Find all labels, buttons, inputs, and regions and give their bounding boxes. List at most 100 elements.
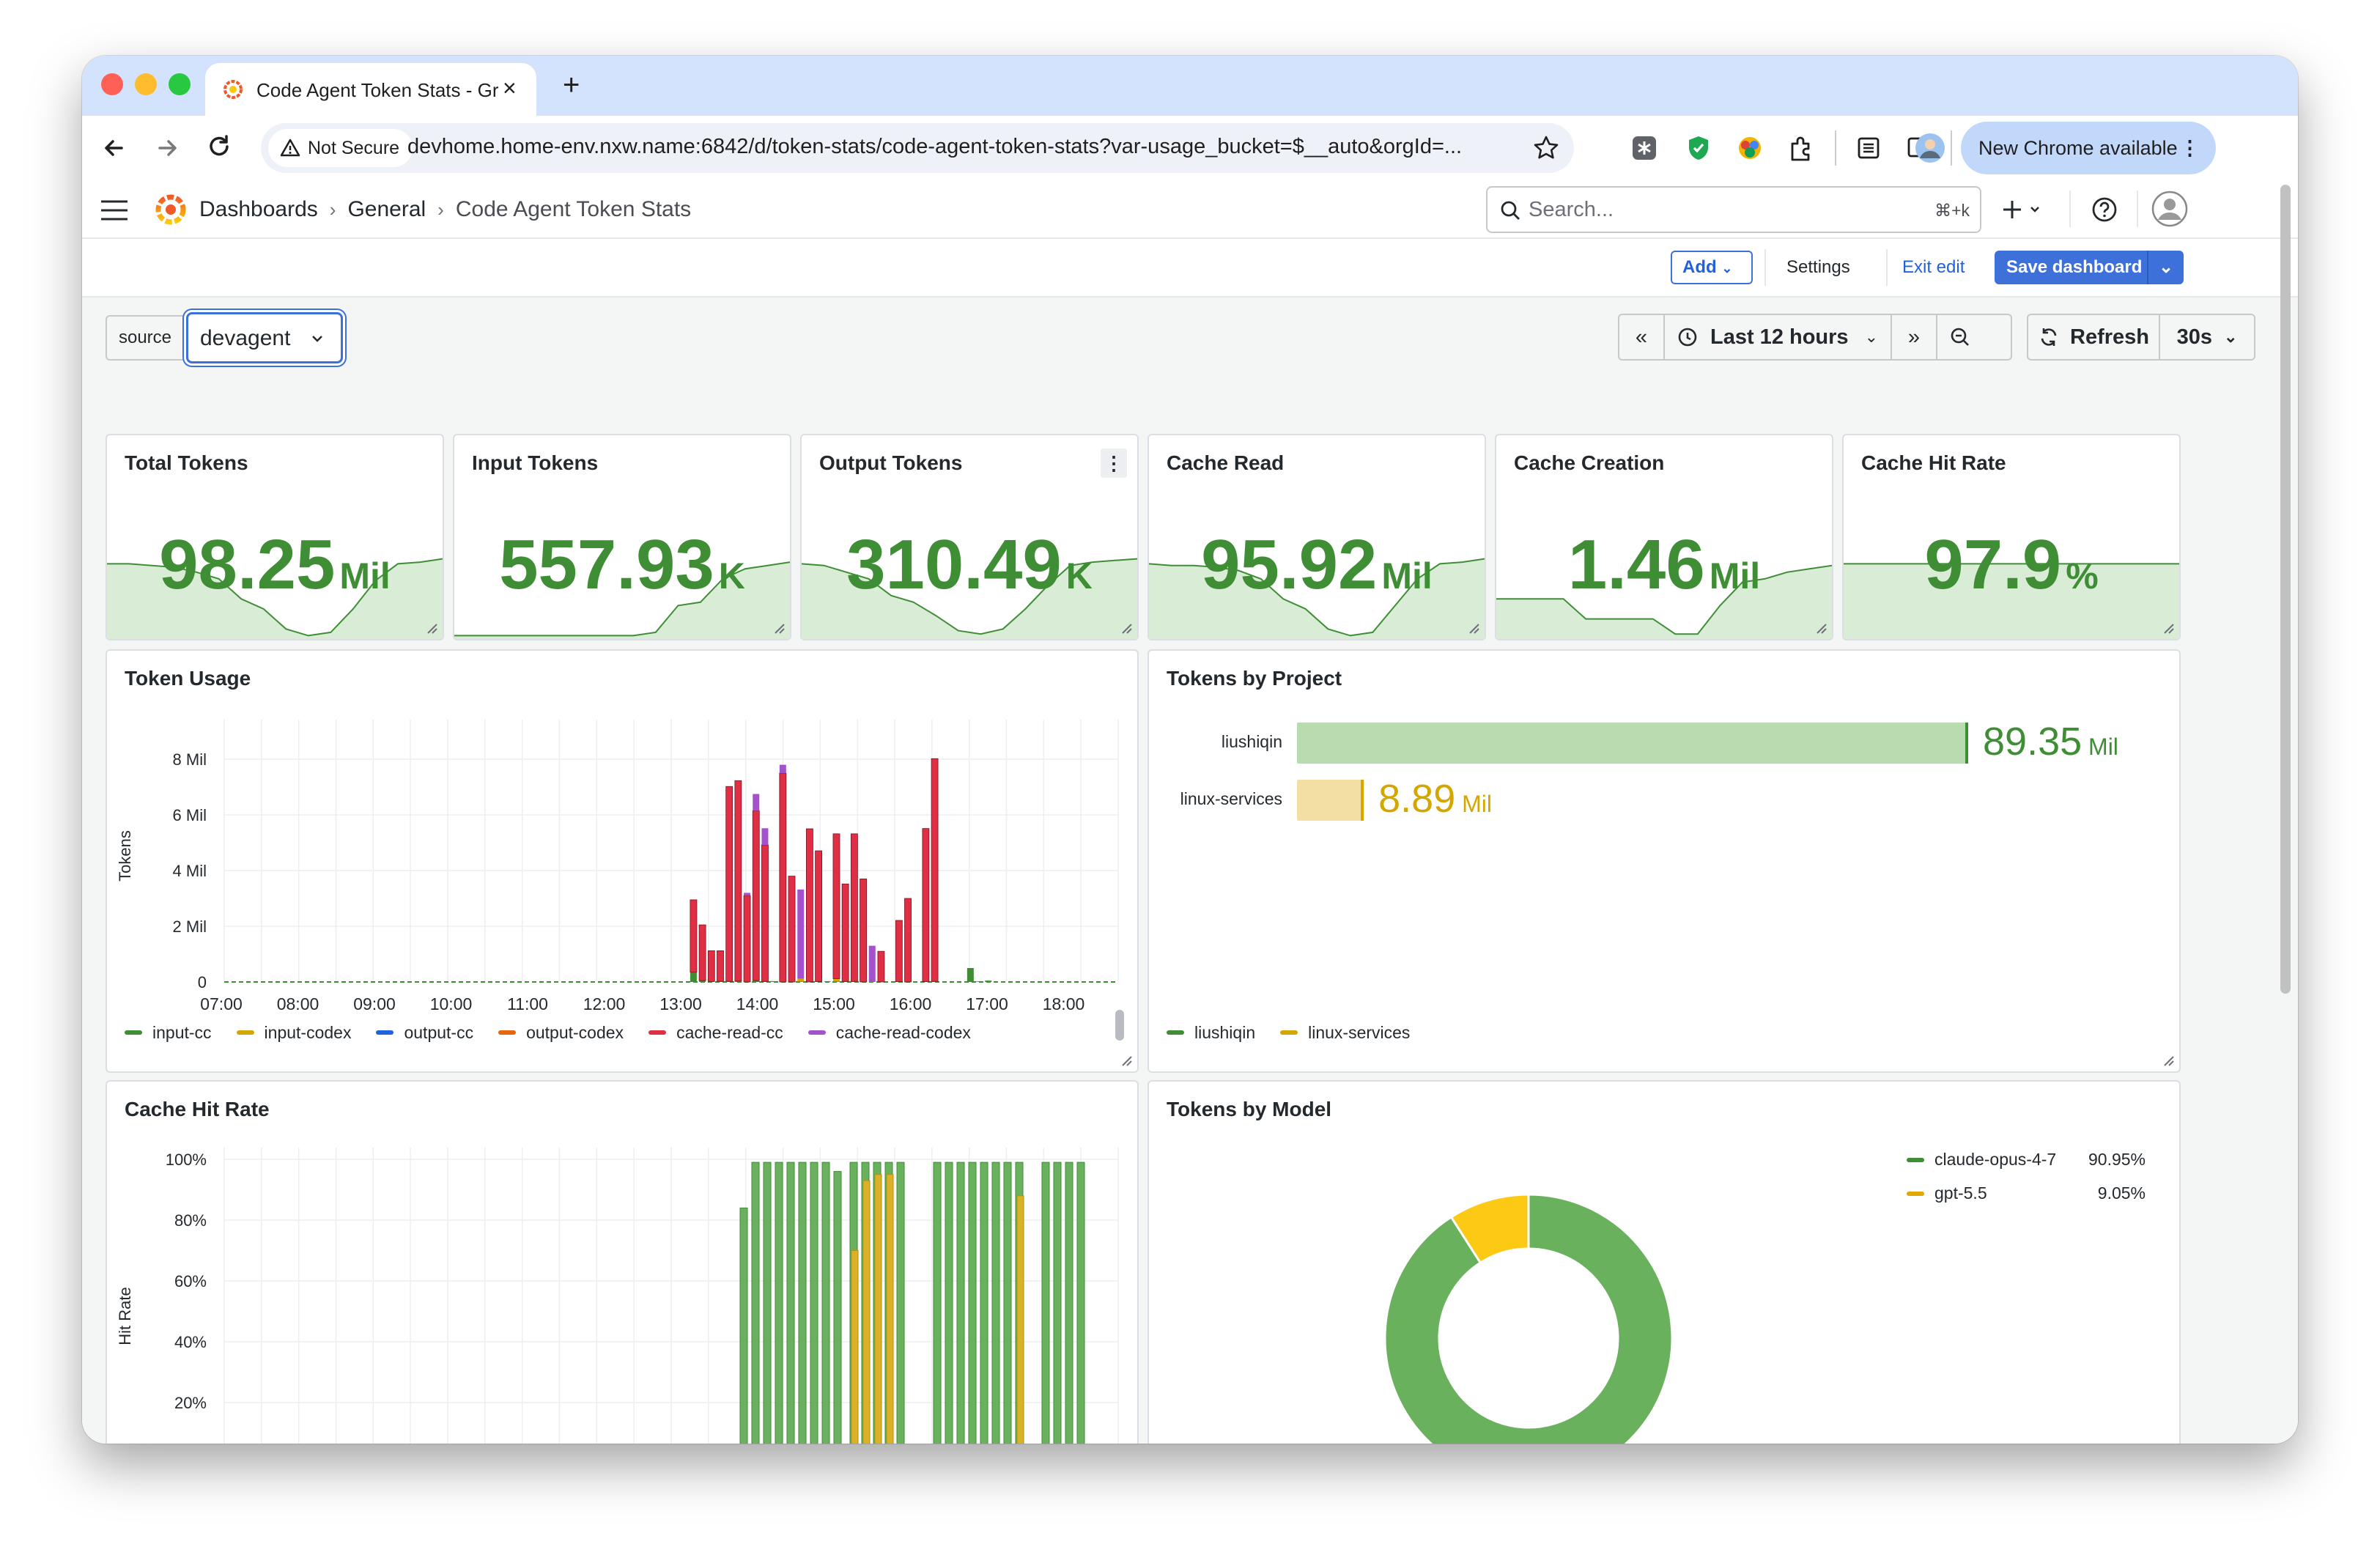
minimize-window-button[interactable] [135,73,157,95]
legend-swatch [1280,1030,1298,1035]
zoom-out-icon[interactable] [1937,315,1983,359]
y-tick-label: 4 Mil [173,862,207,880]
stat-panel[interactable]: Cache Hit Rate 97.9% [1842,434,2181,640]
legend-item[interactable]: cache-read-codex [808,1023,971,1043]
source-variable-select[interactable]: devagent [186,312,343,363]
bar-segment [725,786,733,982]
close-window-button[interactable] [101,73,123,95]
time-shift-forward-icon[interactable]: » [1892,315,1937,359]
legend-item[interactable]: cache-read-cc [648,1023,783,1043]
bar-segment [698,924,706,981]
not-secure-chip[interactable]: Not Secure [268,129,413,167]
legend-scrollbar[interactable] [1115,1010,1124,1041]
stat-panel[interactable]: Input Tokens 557.93 K [453,434,791,640]
legend-item[interactable]: linux-services [1280,1023,1410,1043]
hit-bar-codex [874,1174,882,1444]
sparkline-line [802,558,1137,635]
resize-handle-icon[interactable] [425,621,438,635]
stat-panel[interactable]: Cache Read 95.92 Mil [1148,434,1486,640]
resize-handle-icon[interactable] [1814,621,1828,635]
bar-segment [841,883,849,982]
browser-toolbar: Not Secure devhome.home-env.nxw.name:684… [82,116,2298,180]
url-text[interactable]: devhome.home-env.nxw.name:6842/d/token-s… [407,135,1463,158]
bookmark-star-icon[interactable] [1531,133,1561,163]
panel-menu-icon[interactable]: ⋮ [1101,448,1127,478]
extension-colorful-icon[interactable] [1735,133,1764,163]
bar-segment [753,980,760,982]
extension-asterisk-icon[interactable] [1630,133,1659,163]
page-scrollbar[interactable] [2280,185,2291,994]
chrome-menu-icon[interactable]: ⋮ [2180,137,2200,159]
extensions-puzzle-icon[interactable] [1786,133,1816,163]
zoom-window-button[interactable] [169,73,191,95]
legend-item[interactable]: liushiqin [1167,1023,1255,1043]
legend-swatch [125,1030,142,1035]
refresh-interval-select[interactable]: 30s ⌄ [2160,315,2254,359]
hit-bar-cc [1053,1161,1062,1444]
breadcrumb-general[interactable]: General [347,197,426,221]
exit-edit-button[interactable]: Exit edit [1902,257,1965,277]
legend-swatch [376,1030,394,1035]
resize-handle-icon[interactable] [2162,1054,2175,1067]
data-label-value: 89.35 [1983,720,2082,764]
search-input[interactable]: Search... ⌘+k [1486,186,1981,233]
browser-tab[interactable]: Code Agent Token Stats - Gr × [205,63,536,116]
refresh-interval-label: 30s [2176,325,2212,349]
stat-value: 1.46 Mil [1496,525,1832,605]
chrome-update-button[interactable]: New Chrome available ⋮ [1961,122,2216,174]
time-shift-back-icon[interactable]: « [1619,315,1665,359]
toolbar-separator [1951,130,1952,166]
menu-hamburger-icon[interactable] [100,199,129,221]
bar-segment [770,980,777,982]
user-avatar-icon[interactable] [2151,191,2188,227]
stat-sparkline [107,558,443,639]
legend-item[interactable]: input-codex [236,1023,351,1043]
bar-segment [797,889,805,979]
back-icon[interactable] [97,130,132,166]
stat-value: 98.25 Mil [107,525,443,605]
reading-list-icon[interactable] [1854,133,1883,163]
address-bar[interactable]: Not Secure devhome.home-env.nxw.name:684… [261,123,1574,173]
bar-segment [779,772,787,983]
tab-close-icon[interactable]: × [503,75,517,101]
stat-panel[interactable]: Output Tokens ⋮ 310.49 K [800,434,1139,640]
x-tick-label: 07:00 [200,994,243,1013]
save-dashboard-button[interactable]: Save dashboard ⌄ [1995,251,2184,284]
project-bar [1297,723,1968,764]
legend-label: output-cc [404,1023,474,1042]
stat-title: Cache Hit Rate [1861,451,2006,474]
new-tab-icon[interactable]: + [563,69,580,101]
settings-button[interactable]: Settings [1786,257,1850,277]
forward-icon[interactable] [149,130,185,166]
resize-handle-icon[interactable] [1467,621,1480,635]
resize-handle-icon[interactable] [772,621,786,635]
legend-item[interactable]: input-cc [125,1023,212,1043]
refresh-button[interactable]: Refresh [2028,315,2160,359]
add-button[interactable]: Add ⌄ [1671,251,1753,284]
breadcrumb-dashboards[interactable]: Dashboards [199,197,318,221]
profile-avatar-icon[interactable] [1914,132,1946,164]
extension-shield-icon[interactable] [1684,133,1713,163]
resize-handle-icon[interactable] [1120,1054,1133,1067]
save-options-chevron-icon[interactable]: ⌄ [2147,251,2184,284]
bar-segment [761,844,769,982]
new-plus-icon[interactable] [2002,195,2046,224]
resize-handle-icon[interactable] [2162,621,2175,635]
resize-handle-icon[interactable] [1120,621,1133,635]
stat-panel[interactable]: Total Tokens 98.25 Mil [106,434,444,640]
stat-number: 97.9 [1924,525,2062,604]
hit-bar-cc [956,1161,965,1444]
cache-hit-rate-panel[interactable]: Cache Hit Rate 20% 40% 60% 80% 100% Hit Rate [106,1080,1139,1444]
time-range-button[interactable]: Last 12 hours ⌄ [1665,315,1892,359]
bar-segment [744,893,751,896]
tokens-by-project-panel[interactable]: Tokens by Project liushiqin 89.35 Mil linu… [1148,649,2181,1073]
legend-item[interactable]: output-cc [376,1023,473,1043]
grafana-logo-icon[interactable] [152,191,189,227]
search-shortcut: ⌘+k [1934,201,1970,220]
stat-panel[interactable]: Cache Creation 1.46 Mil [1495,434,1833,640]
legend-item[interactable]: output-codex [498,1023,624,1043]
tokens-by-model-panel[interactable]: Tokens by Model claude-opus-4-7 90.95% gpt… [1148,1080,2181,1444]
reload-icon[interactable] [202,130,237,166]
help-icon[interactable] [2090,195,2119,224]
